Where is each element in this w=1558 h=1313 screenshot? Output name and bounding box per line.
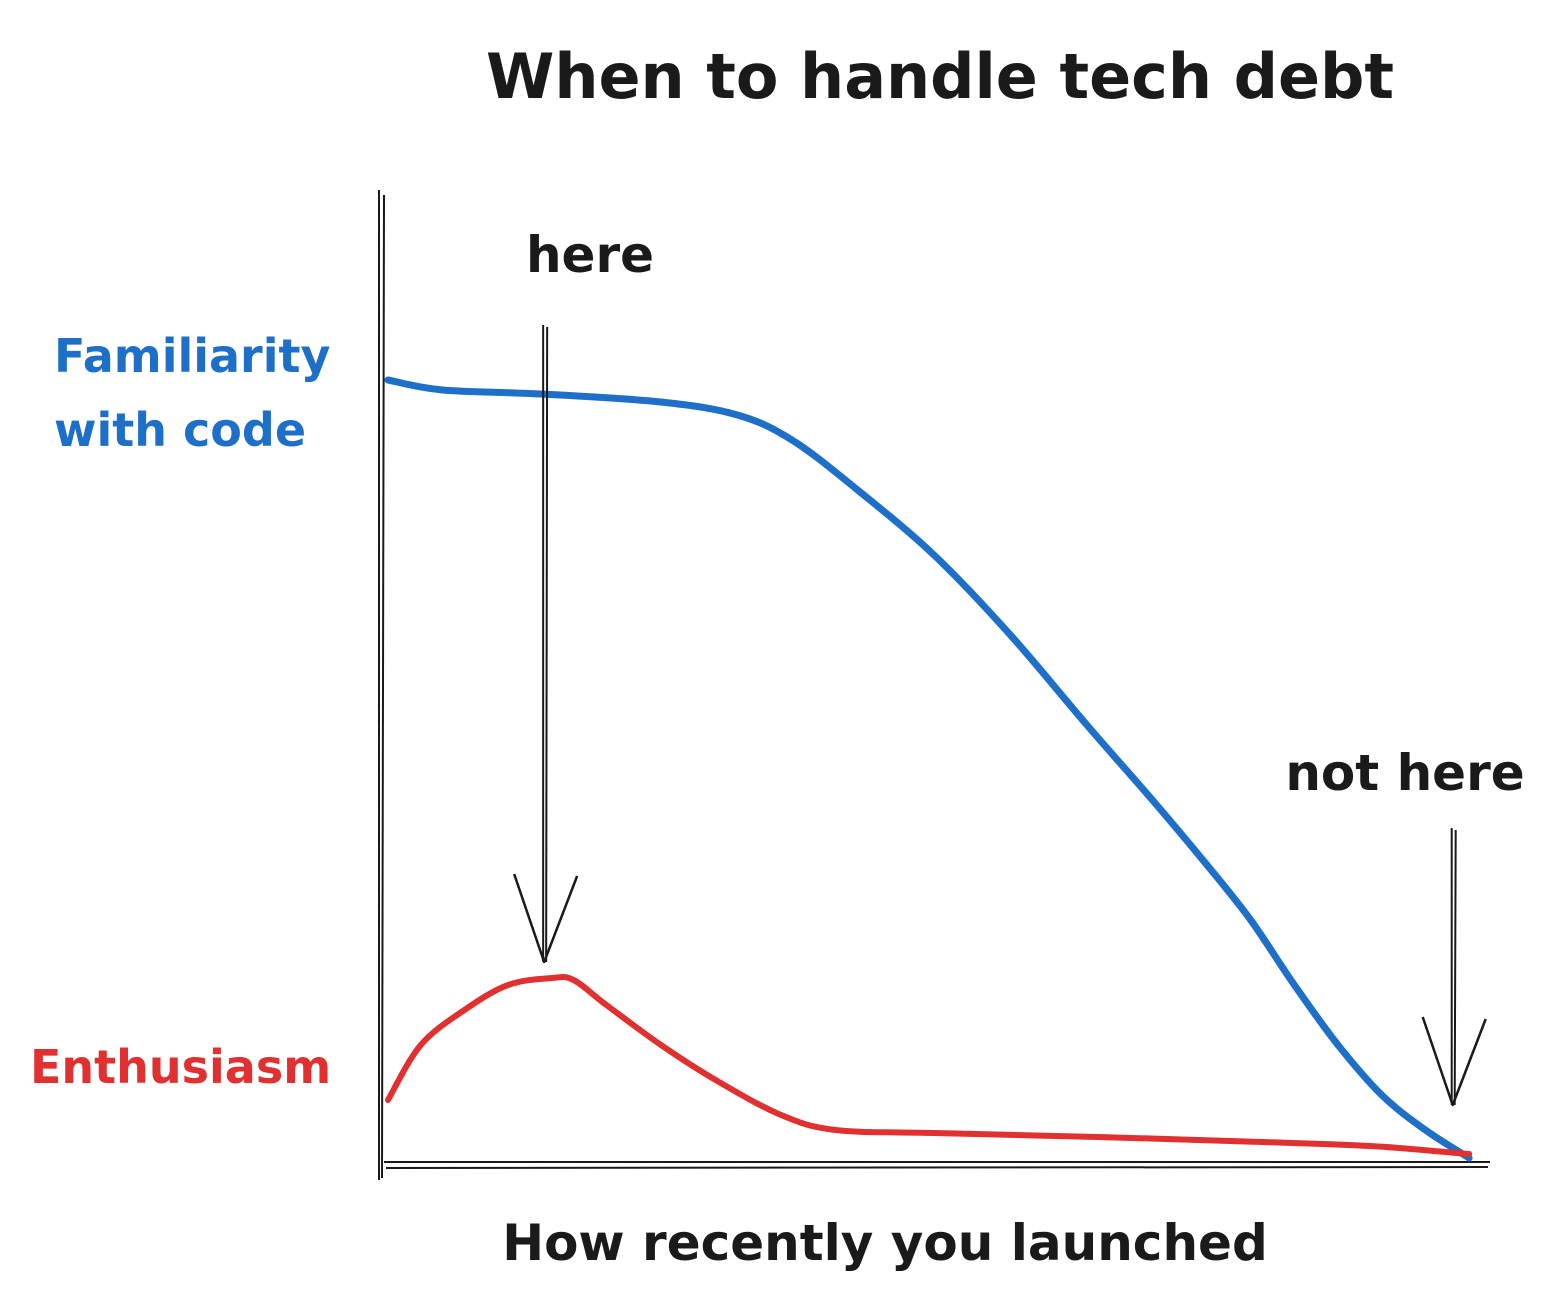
series-label-enthusiasm: Enthusiasm xyxy=(30,1040,331,1094)
y-axis-line-sketch xyxy=(381,194,385,1179)
chart-title: When to handle tech debt xyxy=(486,40,1394,113)
series-line-enthusiasm xyxy=(385,974,1473,1157)
annotation-arrow-head-not-here xyxy=(1421,1016,1487,1107)
series-lines xyxy=(384,376,1473,1162)
series-label-familiarity-with-code-line-2: with code xyxy=(54,403,306,457)
annotation-arrow-shaft-sketch-here xyxy=(545,326,549,963)
annotation-not-here: not here xyxy=(1285,744,1524,802)
series-label-familiarity-with-code-line-1: Familiarity xyxy=(54,329,330,383)
series-line-familiarity-with-code xyxy=(384,376,1473,1162)
annotation-here: here xyxy=(526,226,654,284)
annotation-arrow-head-here xyxy=(512,873,579,964)
annotation-arrow-shaft-sketch-not-here xyxy=(1453,829,1457,1106)
x-axis-label: How recently you launched xyxy=(502,1214,1268,1272)
annotations: here not here xyxy=(512,226,1525,1107)
series-labels: Familiarity with code Enthusiasm xyxy=(30,329,331,1094)
x-axis-line-sketch xyxy=(385,1166,1489,1169)
y-axis xyxy=(378,190,385,1180)
x-axis xyxy=(384,1161,1490,1169)
